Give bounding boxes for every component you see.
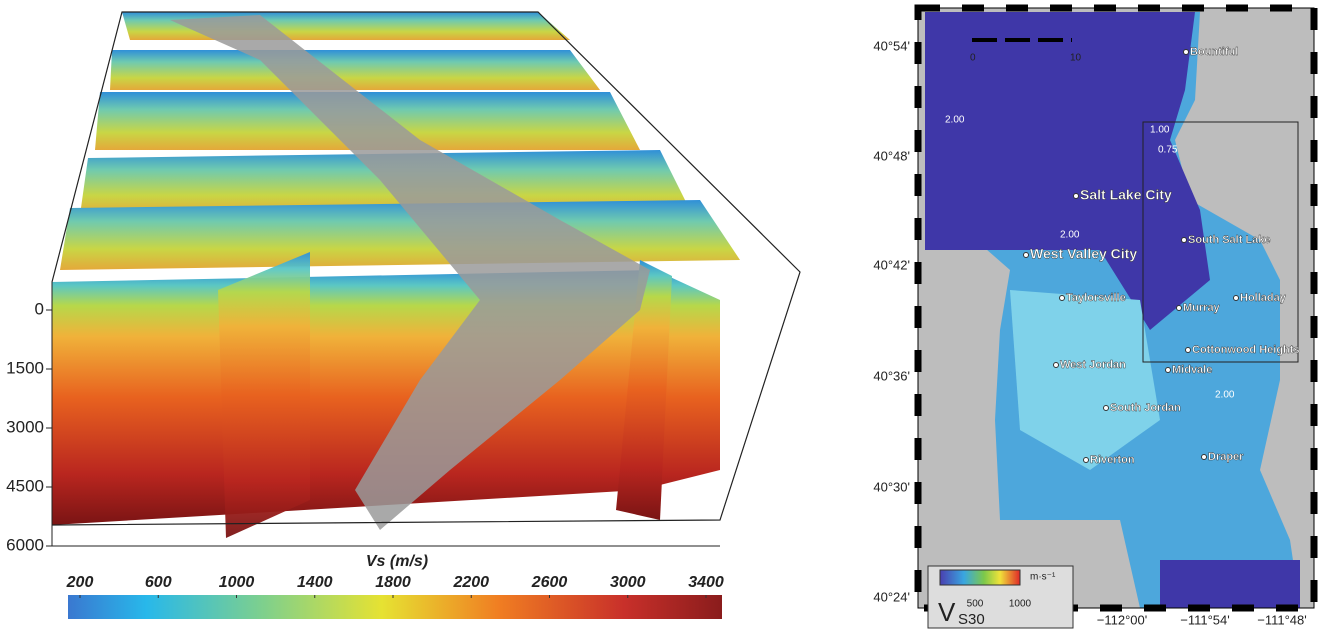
depth-tick-label: 3000 [6,417,44,436]
colorbar-tick-label: 2200 [452,574,489,591]
city-marker [1165,367,1171,373]
city-label: South Salt Lake [1188,234,1271,246]
legend-tick: 1000 [1009,599,1032,610]
colorbar [68,595,722,619]
city-marker [1023,252,1029,258]
low-velocity-zone [1160,560,1300,608]
city-label: Cottonwood Heights [1192,344,1300,356]
contour-labels: 2.00 1.00 0.75 2.00 2.00 [945,115,1235,401]
lat-axis: 40°54' 40°48' 40°42' 40°36' 40°30' 40°24' [873,38,910,604]
fence-panel [218,252,310,538]
colorbar-tick-label: 1800 [375,574,411,591]
city-label: Salt Lake City [1080,187,1172,203]
city-label: Midvale [1172,364,1212,376]
city-marker [1176,305,1182,311]
colorbar-label: Vs (m/s) [366,553,428,570]
lat-tick-label: 40°30' [873,479,910,494]
city-marker [1073,193,1079,199]
city-marker [1233,295,1239,301]
city-marker [1083,457,1089,463]
fence-diagram [51,11,801,547]
city-label: Draper [1208,451,1244,463]
lon-tick-label: −111°48' [1257,612,1307,627]
colorbar-ticks: 200 600 1000 1400 1800 2200 2600 3000 3400 [66,574,724,598]
contour-label: 0.75 [1158,145,1178,156]
depth-tick-label: 6000 [6,535,44,554]
legend-title: V [938,597,956,627]
fence-panel [616,260,672,520]
scale-label: 0 [970,53,976,64]
lon-tick-label: −112°00' [1097,612,1147,627]
map [914,4,1318,612]
city-label: Bountiful [1190,46,1238,58]
city-marker [1183,49,1189,55]
legend-subscript: S30 [958,611,985,628]
city-label: Holladay [1240,292,1287,304]
fence-panel [110,50,600,90]
contour-label: 2.00 [1215,390,1235,401]
scale-label: 10 [1070,53,1082,64]
city-label: Taylorsville [1066,292,1126,304]
depth-tick-label: 4500 [6,476,44,495]
depth-axis: 0 1500 3000 4500 6000 [6,299,52,554]
colorbar-tick-label: 3400 [688,574,724,591]
city-label: West Jordan [1060,359,1126,371]
lat-tick-label: 40°42' [873,257,910,272]
fault-surface [170,15,650,530]
city-label: Murray [1183,302,1221,314]
cities: Bountiful Salt Lake City South Salt Lake We… [1023,46,1300,466]
colorbar-tick-label: 200 [66,574,94,591]
lat-tick-label: 40°48' [873,148,910,163]
city-label: South Jordan [1110,402,1181,414]
colorbar-tick-label: 600 [145,574,172,591]
lat-tick-label: 40°54' [873,38,910,53]
legend-tick: 500 [967,599,984,610]
velocity-zone [1010,290,1160,470]
lat-tick-label: 40°24' [873,589,910,604]
colorbar-tick-label: 3000 [610,574,646,591]
contour-label: 2.00 [945,115,965,126]
depth-tick-label: 0 [35,299,44,318]
city-marker [1059,295,1065,301]
depth-tick-label: 1500 [6,358,44,377]
contour-label: 2.00 [1060,230,1080,241]
city-marker [1103,405,1109,411]
lat-tick-label: 40°36' [873,368,910,383]
lon-tick-label: −111°54' [1180,612,1230,627]
colorbar-tick-label: 1400 [297,574,333,591]
contour-label: 1.00 [1150,125,1170,136]
low-velocity-zone [925,12,1210,330]
fence-panel [60,200,740,270]
city-label: West Valley City [1030,246,1137,262]
city-marker [1181,237,1187,243]
city-marker [1053,362,1059,368]
bounding-box [51,11,801,526]
study-box [1142,121,1299,363]
city-marker [1201,454,1207,460]
colorbar-tick-label: 1000 [219,574,255,591]
city-marker [1185,347,1191,353]
map-frame [917,7,1315,609]
legend-colorbar [939,569,1021,586]
city-label: Riverton [1090,454,1135,466]
colorbar-tick-label: 2600 [531,574,568,591]
legend-unit: m·s⁻¹ [1030,572,1056,583]
